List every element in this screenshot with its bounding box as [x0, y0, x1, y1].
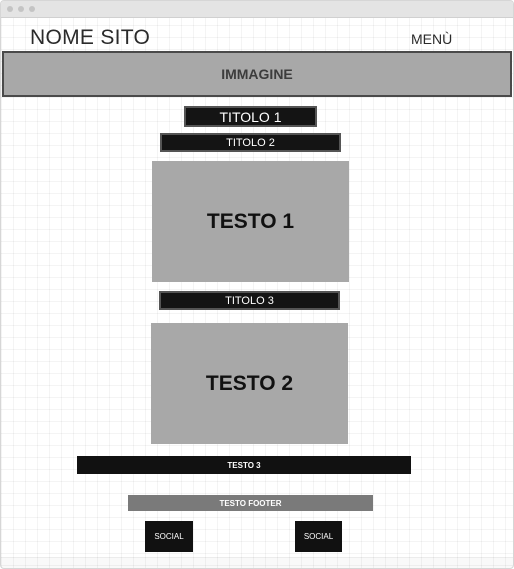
window-maximize-dot-icon[interactable]	[29, 6, 35, 12]
social-button-2[interactable]: SOCIAL	[295, 521, 342, 552]
text-2-block: TESTO 2	[151, 323, 348, 444]
hero-image-label: IMMAGINE	[221, 66, 293, 82]
text-1-block: TESTO 1	[152, 161, 349, 282]
text-2-label: TESTO 2	[205, 371, 294, 395]
menu-link[interactable]: MENÙ	[411, 31, 453, 47]
title-3: TITOLO 3	[159, 291, 340, 310]
window-titlebar	[1, 1, 513, 18]
window-bottom-edge	[1, 557, 513, 568]
title-2: TITOLO 2	[160, 133, 341, 152]
text-3-bar: TESTO 3	[77, 456, 411, 474]
footer-text: TESTO FOOTER	[128, 495, 373, 511]
window-minimize-dot-icon[interactable]	[18, 6, 24, 12]
social-button-1[interactable]: SOCIAL	[145, 521, 193, 552]
title-1: TITOLO 1	[184, 106, 317, 127]
window-close-dot-icon[interactable]	[7, 6, 13, 12]
site-name[interactable]: NOME SITO	[30, 26, 151, 49]
text-1-label: TESTO 1	[206, 209, 295, 233]
hero-image-placeholder: IMMAGINE	[2, 51, 512, 97]
